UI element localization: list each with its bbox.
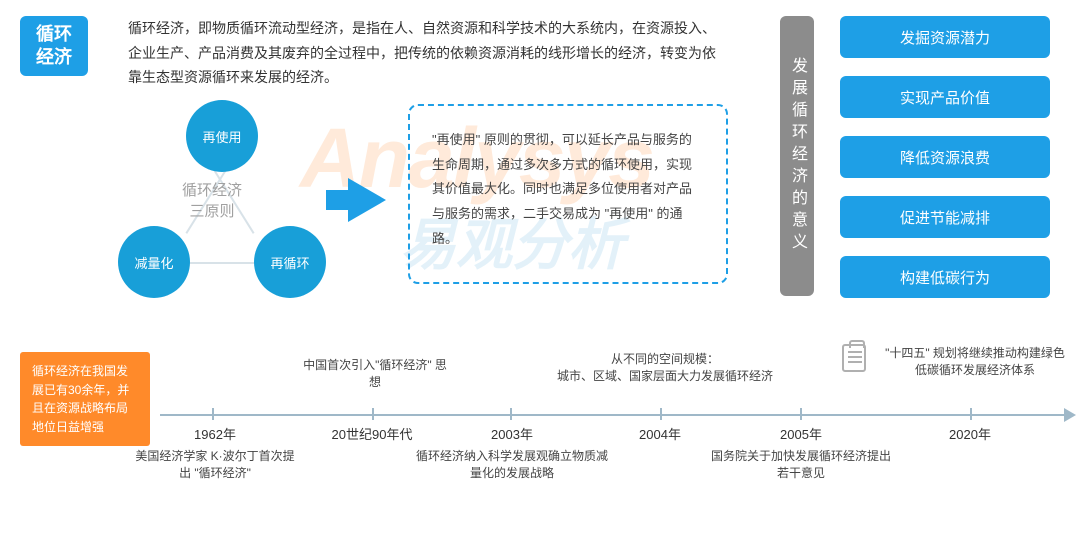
tri-node-reduce: 减量化 — [118, 226, 190, 298]
significance-buttons: 发掘资源潜力 实现产品价值 降低资源浪费 促进节能减排 构建低碳行为 — [840, 16, 1060, 316]
timeline-item-2004: 2004年 — [600, 424, 720, 447]
clipboard-icon — [842, 344, 866, 372]
tri-center-l1: 循环经济 — [182, 180, 242, 201]
timeline-tick — [212, 408, 214, 420]
tl-text: 国务院关于加快发展循环经济提出若干意见 — [706, 447, 896, 481]
timeline-tick — [660, 408, 662, 420]
tl-text: 美国经济学家 K·波尔丁首次提出 "循环经济" — [130, 447, 300, 481]
btn-value: 实现产品价值 — [840, 76, 1050, 118]
arrow-icon — [348, 178, 386, 222]
timeline-axis — [160, 414, 1068, 416]
tl-year: 2020年 — [910, 424, 1030, 443]
timeline-above-2020: "十四五" 规划将继续推动构建绿色低碳循环发展经济体系 — [880, 344, 1070, 378]
btn-potential: 发掘资源潜力 — [840, 16, 1050, 58]
timeline-arrowhead-icon — [1064, 408, 1076, 422]
btn-lowcarbon: 构建低碳行为 — [840, 256, 1050, 298]
tl-year: 2005年 — [706, 424, 896, 443]
badge-line2: 经济 — [36, 46, 72, 69]
timeline-item-2005: 2005年 国务院关于加快发展循环经济提出若干意见 — [706, 424, 896, 481]
badge-circular-economy: 循环 经济 — [20, 16, 88, 76]
tl-text: 循环经济纳入科学发展观确立物质减量化的发展战略 — [412, 447, 612, 481]
tri-node-reuse: 再使用 — [186, 100, 258, 172]
description-text: 循环经济，即物质循环流动型经济，是指在人、自然资源和科学技术的大系统内，在资源投… — [128, 16, 718, 90]
timeline-tick — [800, 408, 802, 420]
tl-year: 2003年 — [412, 424, 612, 443]
timeline-item-2003: 2003年 循环经济纳入科学发展观确立物质减量化的发展战略 — [412, 424, 612, 481]
tl-year: 2004年 — [600, 424, 720, 443]
three-principles-cluster: 循环经济 三原则 再使用 减量化 再循环 — [112, 92, 332, 302]
tri-node-recycle: 再循环 — [254, 226, 326, 298]
tri-center-label: 循环经济 三原则 — [182, 180, 242, 222]
badge-line1: 循环 — [36, 23, 72, 46]
significance-pillar: 发展循环经济的意义 — [780, 16, 814, 296]
btn-energy: 促进节能减排 — [840, 196, 1050, 238]
tri-center-l2: 三原则 — [182, 201, 242, 222]
btn-waste: 降低资源浪费 — [840, 136, 1050, 178]
timeline-above-2004: 从不同的空间规模： 城市、区域、国家层面大力发展循环经济 — [520, 350, 810, 384]
timeline-item-1962: 1962年 美国经济学家 K·波尔丁首次提出 "循环经济" — [130, 424, 300, 481]
timeline-tick — [970, 408, 972, 420]
callout-box: "再使用" 原则的贯彻，可以延长产品与服务的生命周期，通过多次多方式的循环使用，… — [408, 104, 728, 284]
timeline-item-2020: 2020年 — [910, 424, 1030, 447]
timeline-tick — [372, 408, 374, 420]
timeline-tick — [510, 408, 512, 420]
timeline-above-1990s: 中国首次引入"循环经济" 思想 — [300, 356, 450, 390]
tl-year: 1962年 — [130, 424, 300, 443]
